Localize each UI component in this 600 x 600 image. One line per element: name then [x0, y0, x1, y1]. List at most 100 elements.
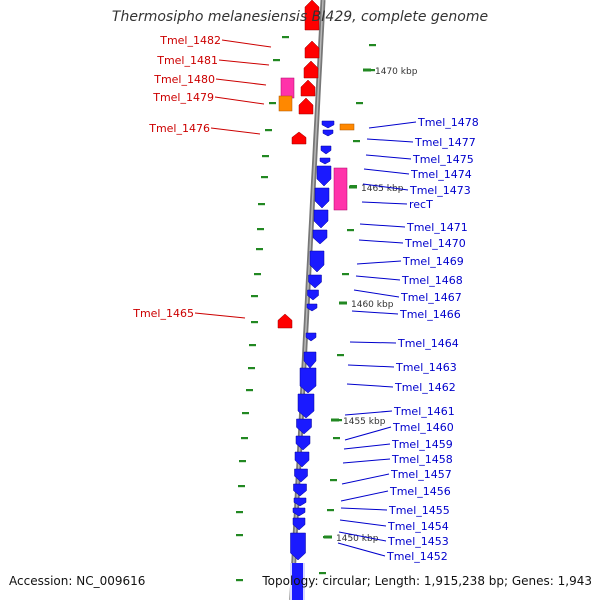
reverse-gene-arrow: [295, 435, 311, 451]
gene-label-tmel-1454: Tmel_1454: [387, 520, 449, 533]
leader-line: [339, 519, 387, 527]
gene-label-tmel-1465: Tmel_1465: [132, 307, 194, 320]
gc-skew-tick: [254, 273, 261, 276]
reverse-gene-arrow: [321, 120, 335, 129]
genome-title: Thermosipho melanesiensis BI429, complet…: [111, 9, 489, 25]
reverse-gene-arrow: [307, 289, 319, 301]
forward-gene-arrow: [303, 60, 319, 79]
gene-label-tmel-1479: Tmel_1479: [152, 91, 214, 104]
gc-skew-tick: [342, 273, 349, 276]
gc-skew-tick: [273, 59, 280, 62]
gene-label-tmel-1469: Tmel_1469: [402, 255, 464, 268]
gc-skew-tick: [319, 572, 326, 575]
gc-skew-tick: [258, 203, 265, 206]
reverse-gene-arrow: [314, 187, 330, 209]
leader-line: [346, 383, 394, 388]
gene-label-rect: recT: [409, 198, 433, 211]
gene-label-tmel-1460: Tmel_1460: [392, 421, 454, 434]
rna-feature-block: [333, 167, 348, 211]
reverse-gene-block: [292, 563, 303, 600]
leader-line: [210, 127, 261, 135]
gene-label-tmel-1473: Tmel_1473: [409, 184, 471, 197]
scale-label-1455-kbp: 1455 kbp: [343, 417, 386, 427]
leader-line: [359, 223, 406, 228]
gc-skew-tick: [282, 36, 289, 39]
scale-tick: [349, 185, 357, 189]
forward-gene-arrow: [298, 97, 314, 115]
gc-skew-tick: [333, 437, 340, 440]
gc-skew-tick: [330, 479, 337, 482]
gc-skew-tick: [236, 511, 243, 514]
reverse-gene-arrow: [293, 497, 307, 507]
gene-label-tmel-1471: Tmel_1471: [406, 221, 468, 234]
gene-label-tmel-1476: Tmel_1476: [148, 122, 210, 135]
gene-label-tmel-1467: Tmel_1467: [400, 291, 462, 304]
reverse-gene-arrow: [290, 532, 306, 561]
gc-skew-tick: [368, 69, 375, 72]
scale-label-1460-kbp: 1460 kbp: [351, 300, 394, 310]
reverse-gene-arrow: [292, 517, 306, 531]
leader-line: [343, 443, 391, 450]
leader-line: [337, 542, 386, 557]
forward-gene-arrow: [277, 313, 293, 329]
reverse-gene-arrow: [312, 229, 328, 245]
gc-skew-tick: [347, 229, 354, 232]
gc-skew-tick: [248, 367, 255, 370]
leader-line: [214, 96, 265, 105]
reverse-gene-arrow: [292, 507, 306, 517]
gc-skew-tick: [241, 437, 248, 440]
leader-line: [218, 59, 270, 66]
gc-skew-tick: [251, 321, 258, 324]
gene-label-tmel-1462: Tmel_1462: [394, 381, 456, 394]
gc-skew-tick: [246, 389, 253, 392]
leader-line: [215, 78, 267, 86]
gc-skew-tick: [256, 248, 263, 251]
scale-label-1450-kbp: 1450 kbp: [336, 534, 379, 544]
gene-label-tmel-1456: Tmel_1456: [389, 485, 451, 498]
leader-line: [340, 507, 388, 511]
leader-line: [365, 154, 412, 160]
gene-label-tmel-1461: Tmel_1461: [393, 405, 455, 418]
leader-line: [351, 310, 399, 315]
rna-feature-block: [278, 95, 293, 112]
gc-skew-tick: [238, 485, 245, 488]
gc-skew-tick: [242, 412, 249, 415]
leader-line: [194, 312, 246, 319]
scale-tick: [363, 68, 371, 72]
leader-line: [347, 364, 395, 368]
rna-feature-block: [339, 123, 355, 131]
leader-line: [361, 201, 408, 205]
gc-skew-tick: [356, 102, 363, 105]
gc-skew-tick: [269, 102, 276, 105]
leader-line: [341, 473, 390, 485]
gc-skew-tick: [265, 129, 272, 132]
scale-tick: [324, 535, 332, 539]
reverse-gene-arrow: [309, 250, 325, 273]
leader-line: [358, 239, 404, 244]
forward-gene-arrow: [291, 131, 307, 145]
topology-text: Topology: circular; Length: 1,915,238 bp…: [262, 574, 592, 588]
gene-label-tmel-1466: Tmel_1466: [399, 308, 461, 321]
reverse-gene-arrow: [316, 165, 332, 187]
gene-label-tmel-1455: Tmel_1455: [388, 504, 450, 517]
gc-skew-tick: [261, 176, 268, 179]
leader-line: [338, 531, 387, 542]
leader-line: [221, 39, 272, 48]
gc-skew-tick: [236, 534, 243, 537]
gene-label-tmel-1463: Tmel_1463: [395, 361, 457, 374]
reverse-gene-arrow: [319, 157, 331, 165]
gene-label-tmel-1452: Tmel_1452: [386, 550, 448, 563]
forward-gene-arrow: [300, 79, 316, 97]
reverse-gene-arrow: [308, 274, 322, 289]
gc-skew-tick: [239, 460, 246, 463]
gene-label-tmel-1481: Tmel_1481: [156, 54, 218, 67]
leader-line: [340, 490, 389, 502]
gc-skew-tick: [236, 579, 243, 582]
reverse-gene-arrow: [305, 332, 317, 342]
gene-label-tmel-1480: Tmel_1480: [153, 73, 215, 86]
reverse-gene-arrow: [313, 209, 329, 229]
leader-line: [363, 168, 410, 175]
scale-tick: [339, 301, 347, 305]
gene-label-tmel-1453: Tmel_1453: [387, 535, 449, 548]
